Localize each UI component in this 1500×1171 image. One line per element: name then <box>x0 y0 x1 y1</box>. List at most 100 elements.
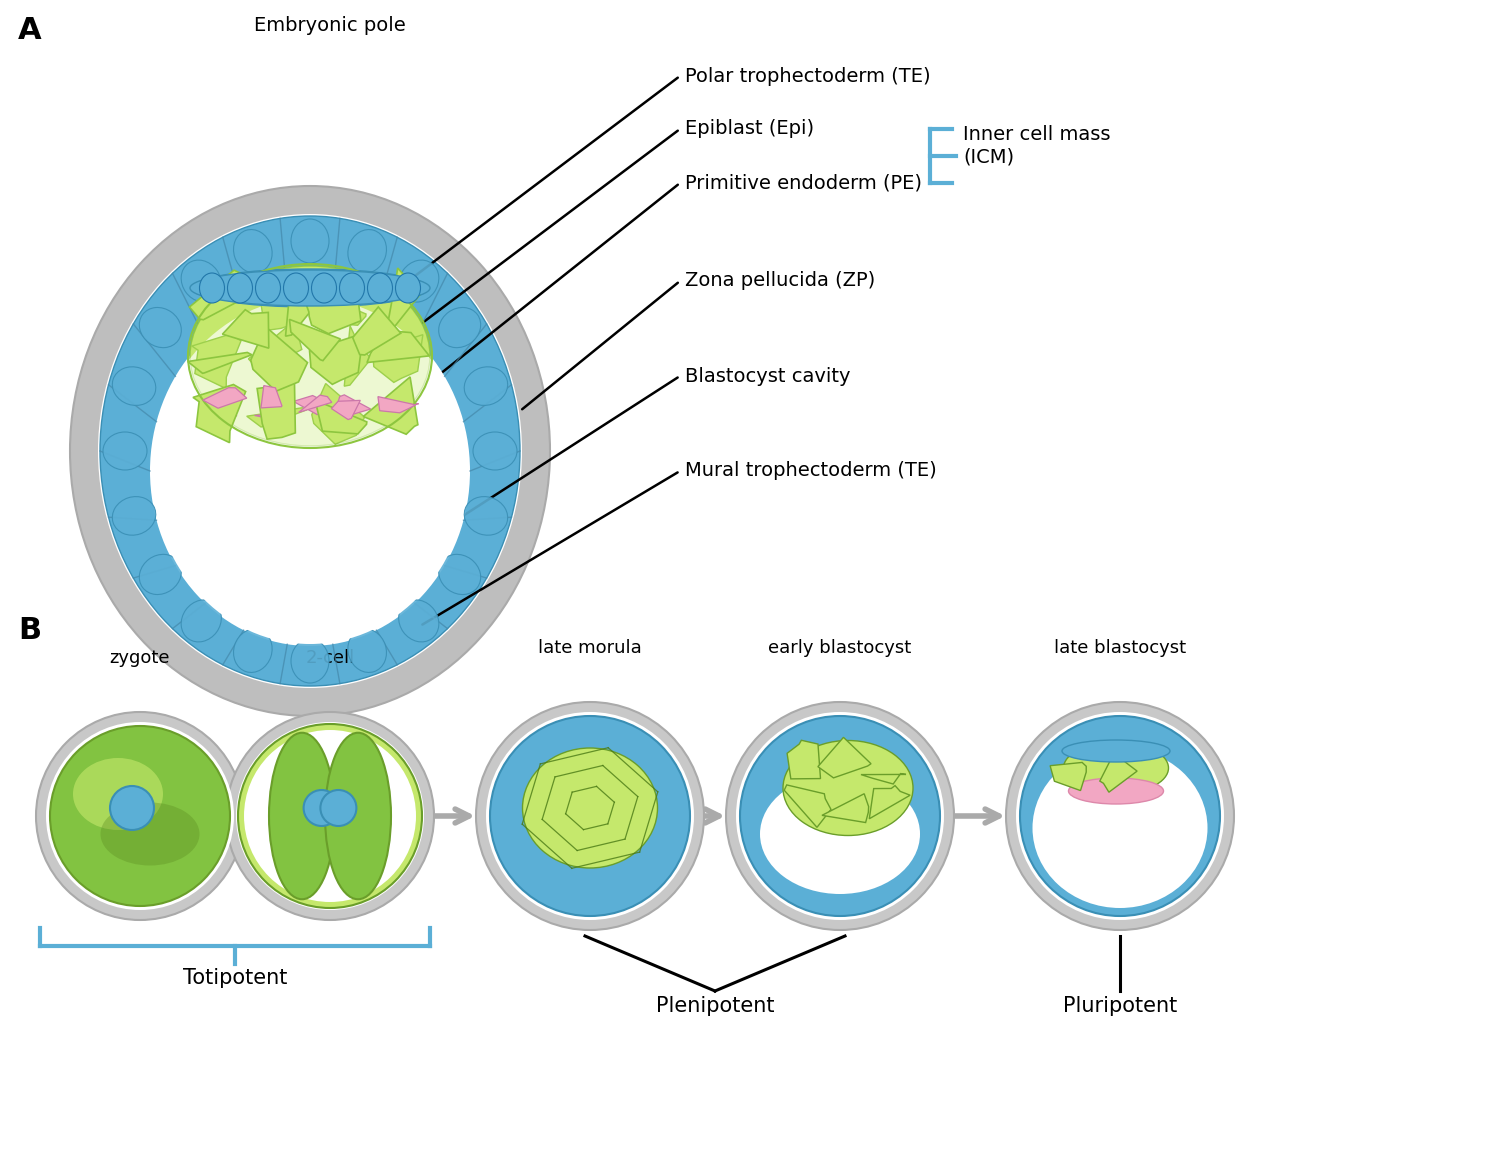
Polygon shape <box>380 397 419 415</box>
Ellipse shape <box>70 186 550 715</box>
Polygon shape <box>246 408 308 427</box>
Ellipse shape <box>140 554 182 595</box>
Polygon shape <box>822 794 868 822</box>
Ellipse shape <box>100 215 520 686</box>
Circle shape <box>740 715 940 916</box>
Polygon shape <box>870 786 910 819</box>
Ellipse shape <box>255 273 280 303</box>
Ellipse shape <box>399 600 439 642</box>
Polygon shape <box>222 309 268 348</box>
Ellipse shape <box>284 273 309 303</box>
Polygon shape <box>1050 762 1086 790</box>
Text: late blastocyst: late blastocyst <box>1054 639 1186 657</box>
Polygon shape <box>861 774 906 785</box>
Polygon shape <box>784 785 831 828</box>
Polygon shape <box>188 352 252 374</box>
Polygon shape <box>344 326 370 386</box>
Text: Plenipotent: Plenipotent <box>656 997 774 1016</box>
Text: Polar trophectoderm (TE): Polar trophectoderm (TE) <box>686 67 930 85</box>
Ellipse shape <box>1064 742 1168 794</box>
Circle shape <box>36 712 245 920</box>
Ellipse shape <box>464 367 507 405</box>
Polygon shape <box>332 400 360 419</box>
Polygon shape <box>258 278 294 330</box>
Polygon shape <box>352 307 401 355</box>
Ellipse shape <box>228 274 252 302</box>
Text: Primitive endoderm (PE): Primitive endoderm (PE) <box>686 173 922 192</box>
Text: Inner cell mass
(ICM): Inner cell mass (ICM) <box>963 125 1110 166</box>
Ellipse shape <box>396 274 420 302</box>
Polygon shape <box>192 335 242 389</box>
Ellipse shape <box>1068 778 1164 804</box>
Polygon shape <box>386 268 420 337</box>
Polygon shape <box>363 377 419 434</box>
Text: Abembryonic pole: Abembryonic pole <box>222 771 399 790</box>
Circle shape <box>476 701 704 930</box>
Ellipse shape <box>348 629 387 672</box>
Ellipse shape <box>234 629 272 672</box>
Ellipse shape <box>190 266 430 446</box>
Ellipse shape <box>348 230 387 273</box>
Polygon shape <box>336 395 370 416</box>
Text: Epiblast (Epi): Epiblast (Epi) <box>686 119 814 138</box>
Circle shape <box>1007 701 1234 930</box>
Polygon shape <box>202 388 248 409</box>
Text: early blastocyst: early blastocyst <box>768 639 912 657</box>
Polygon shape <box>194 384 246 443</box>
Ellipse shape <box>140 308 182 348</box>
Ellipse shape <box>464 497 507 535</box>
Ellipse shape <box>783 740 914 835</box>
Circle shape <box>238 724 422 908</box>
Ellipse shape <box>284 274 308 302</box>
Ellipse shape <box>268 733 334 899</box>
Ellipse shape <box>399 260 439 302</box>
Ellipse shape <box>368 274 392 302</box>
Circle shape <box>303 790 339 826</box>
Ellipse shape <box>182 260 222 302</box>
Ellipse shape <box>339 273 364 303</box>
Ellipse shape <box>326 733 392 899</box>
Ellipse shape <box>200 273 225 303</box>
Ellipse shape <box>234 230 272 273</box>
Text: Zona pellucida (ZP): Zona pellucida (ZP) <box>686 272 876 290</box>
Polygon shape <box>298 395 332 412</box>
Ellipse shape <box>368 273 393 303</box>
Ellipse shape <box>396 273 420 303</box>
Polygon shape <box>256 382 296 439</box>
Ellipse shape <box>190 271 430 306</box>
Ellipse shape <box>340 274 364 302</box>
Polygon shape <box>378 397 416 413</box>
Circle shape <box>736 712 944 920</box>
Circle shape <box>46 723 234 910</box>
Ellipse shape <box>150 296 470 646</box>
Ellipse shape <box>104 432 147 470</box>
Ellipse shape <box>291 639 328 683</box>
Ellipse shape <box>1032 748 1208 908</box>
Text: late morula: late morula <box>538 639 642 657</box>
Ellipse shape <box>192 269 428 307</box>
Ellipse shape <box>760 774 920 893</box>
Text: Pluripotent: Pluripotent <box>1064 997 1178 1016</box>
Text: zygote: zygote <box>110 649 170 667</box>
Polygon shape <box>204 400 237 417</box>
Circle shape <box>490 715 690 916</box>
Ellipse shape <box>190 266 430 446</box>
Ellipse shape <box>1062 740 1170 762</box>
Ellipse shape <box>312 273 336 303</box>
Polygon shape <box>285 272 314 336</box>
Polygon shape <box>1100 753 1137 793</box>
Polygon shape <box>372 335 423 383</box>
Circle shape <box>1016 712 1224 920</box>
Polygon shape <box>304 283 361 334</box>
Circle shape <box>1020 715 1220 916</box>
Ellipse shape <box>256 274 280 302</box>
Circle shape <box>226 712 434 920</box>
Circle shape <box>236 723 424 910</box>
Circle shape <box>321 790 357 826</box>
Polygon shape <box>318 294 366 326</box>
Ellipse shape <box>100 802 200 865</box>
Ellipse shape <box>291 219 328 263</box>
Ellipse shape <box>522 748 657 868</box>
Polygon shape <box>309 334 363 384</box>
Text: Embryonic pole: Embryonic pole <box>254 16 406 35</box>
